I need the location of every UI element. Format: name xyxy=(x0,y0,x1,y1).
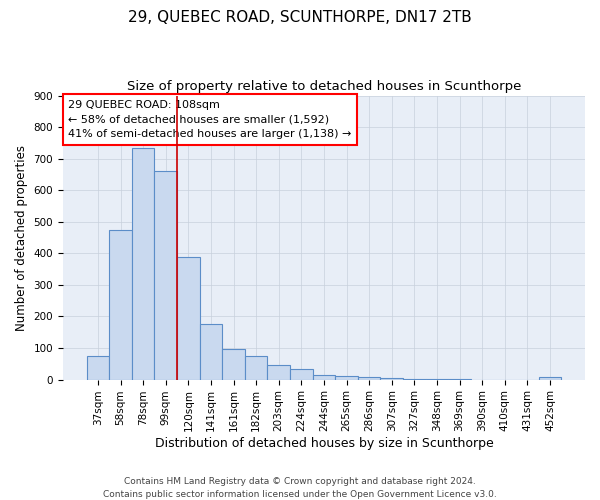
Text: Contains HM Land Registry data © Crown copyright and database right 2024.
Contai: Contains HM Land Registry data © Crown c… xyxy=(103,478,497,499)
Bar xyxy=(539,377,561,380)
Bar xyxy=(132,148,154,380)
Bar xyxy=(335,376,358,380)
Text: 29, QUEBEC ROAD, SCUNTHORPE, DN17 2TB: 29, QUEBEC ROAD, SCUNTHORPE, DN17 2TB xyxy=(128,10,472,25)
Bar xyxy=(403,379,425,380)
Bar xyxy=(268,366,290,380)
Text: 29 QUEBEC ROAD: 108sqm
← 58% of detached houses are smaller (1,592)
41% of semi-: 29 QUEBEC ROAD: 108sqm ← 58% of detached… xyxy=(68,100,352,140)
Y-axis label: Number of detached properties: Number of detached properties xyxy=(15,144,28,330)
Bar xyxy=(245,356,268,380)
Bar xyxy=(200,324,222,380)
Bar xyxy=(109,230,132,380)
Bar xyxy=(222,349,245,380)
Bar xyxy=(86,356,109,380)
Title: Size of property relative to detached houses in Scunthorpe: Size of property relative to detached ho… xyxy=(127,80,521,93)
Bar xyxy=(358,378,380,380)
Bar xyxy=(290,370,313,380)
X-axis label: Distribution of detached houses by size in Scunthorpe: Distribution of detached houses by size … xyxy=(155,437,493,450)
Bar xyxy=(154,172,177,380)
Bar xyxy=(177,256,200,380)
Bar xyxy=(313,375,335,380)
Bar xyxy=(380,378,403,380)
